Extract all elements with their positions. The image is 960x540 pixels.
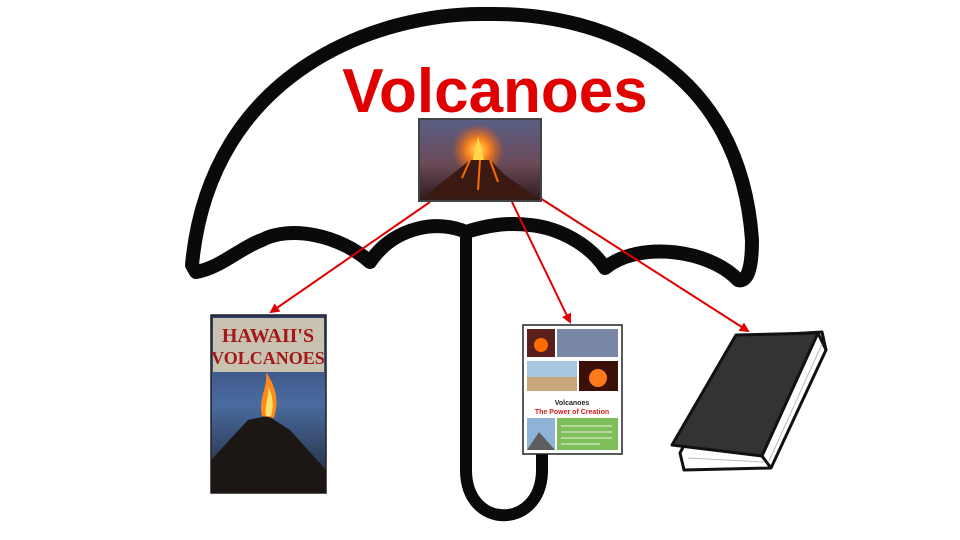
booklet-title-line-2: The Power of Creation: [535, 409, 609, 416]
volcanoes-booklet: Volcanoes The Power of Creation: [522, 324, 623, 455]
arrow-to-booklet: [511, 201, 572, 324]
arrow-to-book: [539, 197, 750, 333]
hawaii-cover-line-2: VOLCANOES: [211, 348, 325, 368]
umbrella-canopy: [185, 6, 759, 288]
umbrella-handle: [460, 226, 548, 522]
hawaii-volcanoes-book-cover: HAWAII'S VOLCANOES: [210, 314, 327, 494]
arrow-to-hawaii-book: [269, 201, 431, 314]
volcano-photo: [418, 118, 542, 202]
diagram-title: Volcanoes: [342, 57, 648, 126]
hawaii-cover-line-1: HAWAII'S: [222, 325, 314, 347]
booklet-title-line-1: Volcanoes: [555, 400, 590, 407]
closed-book-icon: [670, 330, 828, 472]
